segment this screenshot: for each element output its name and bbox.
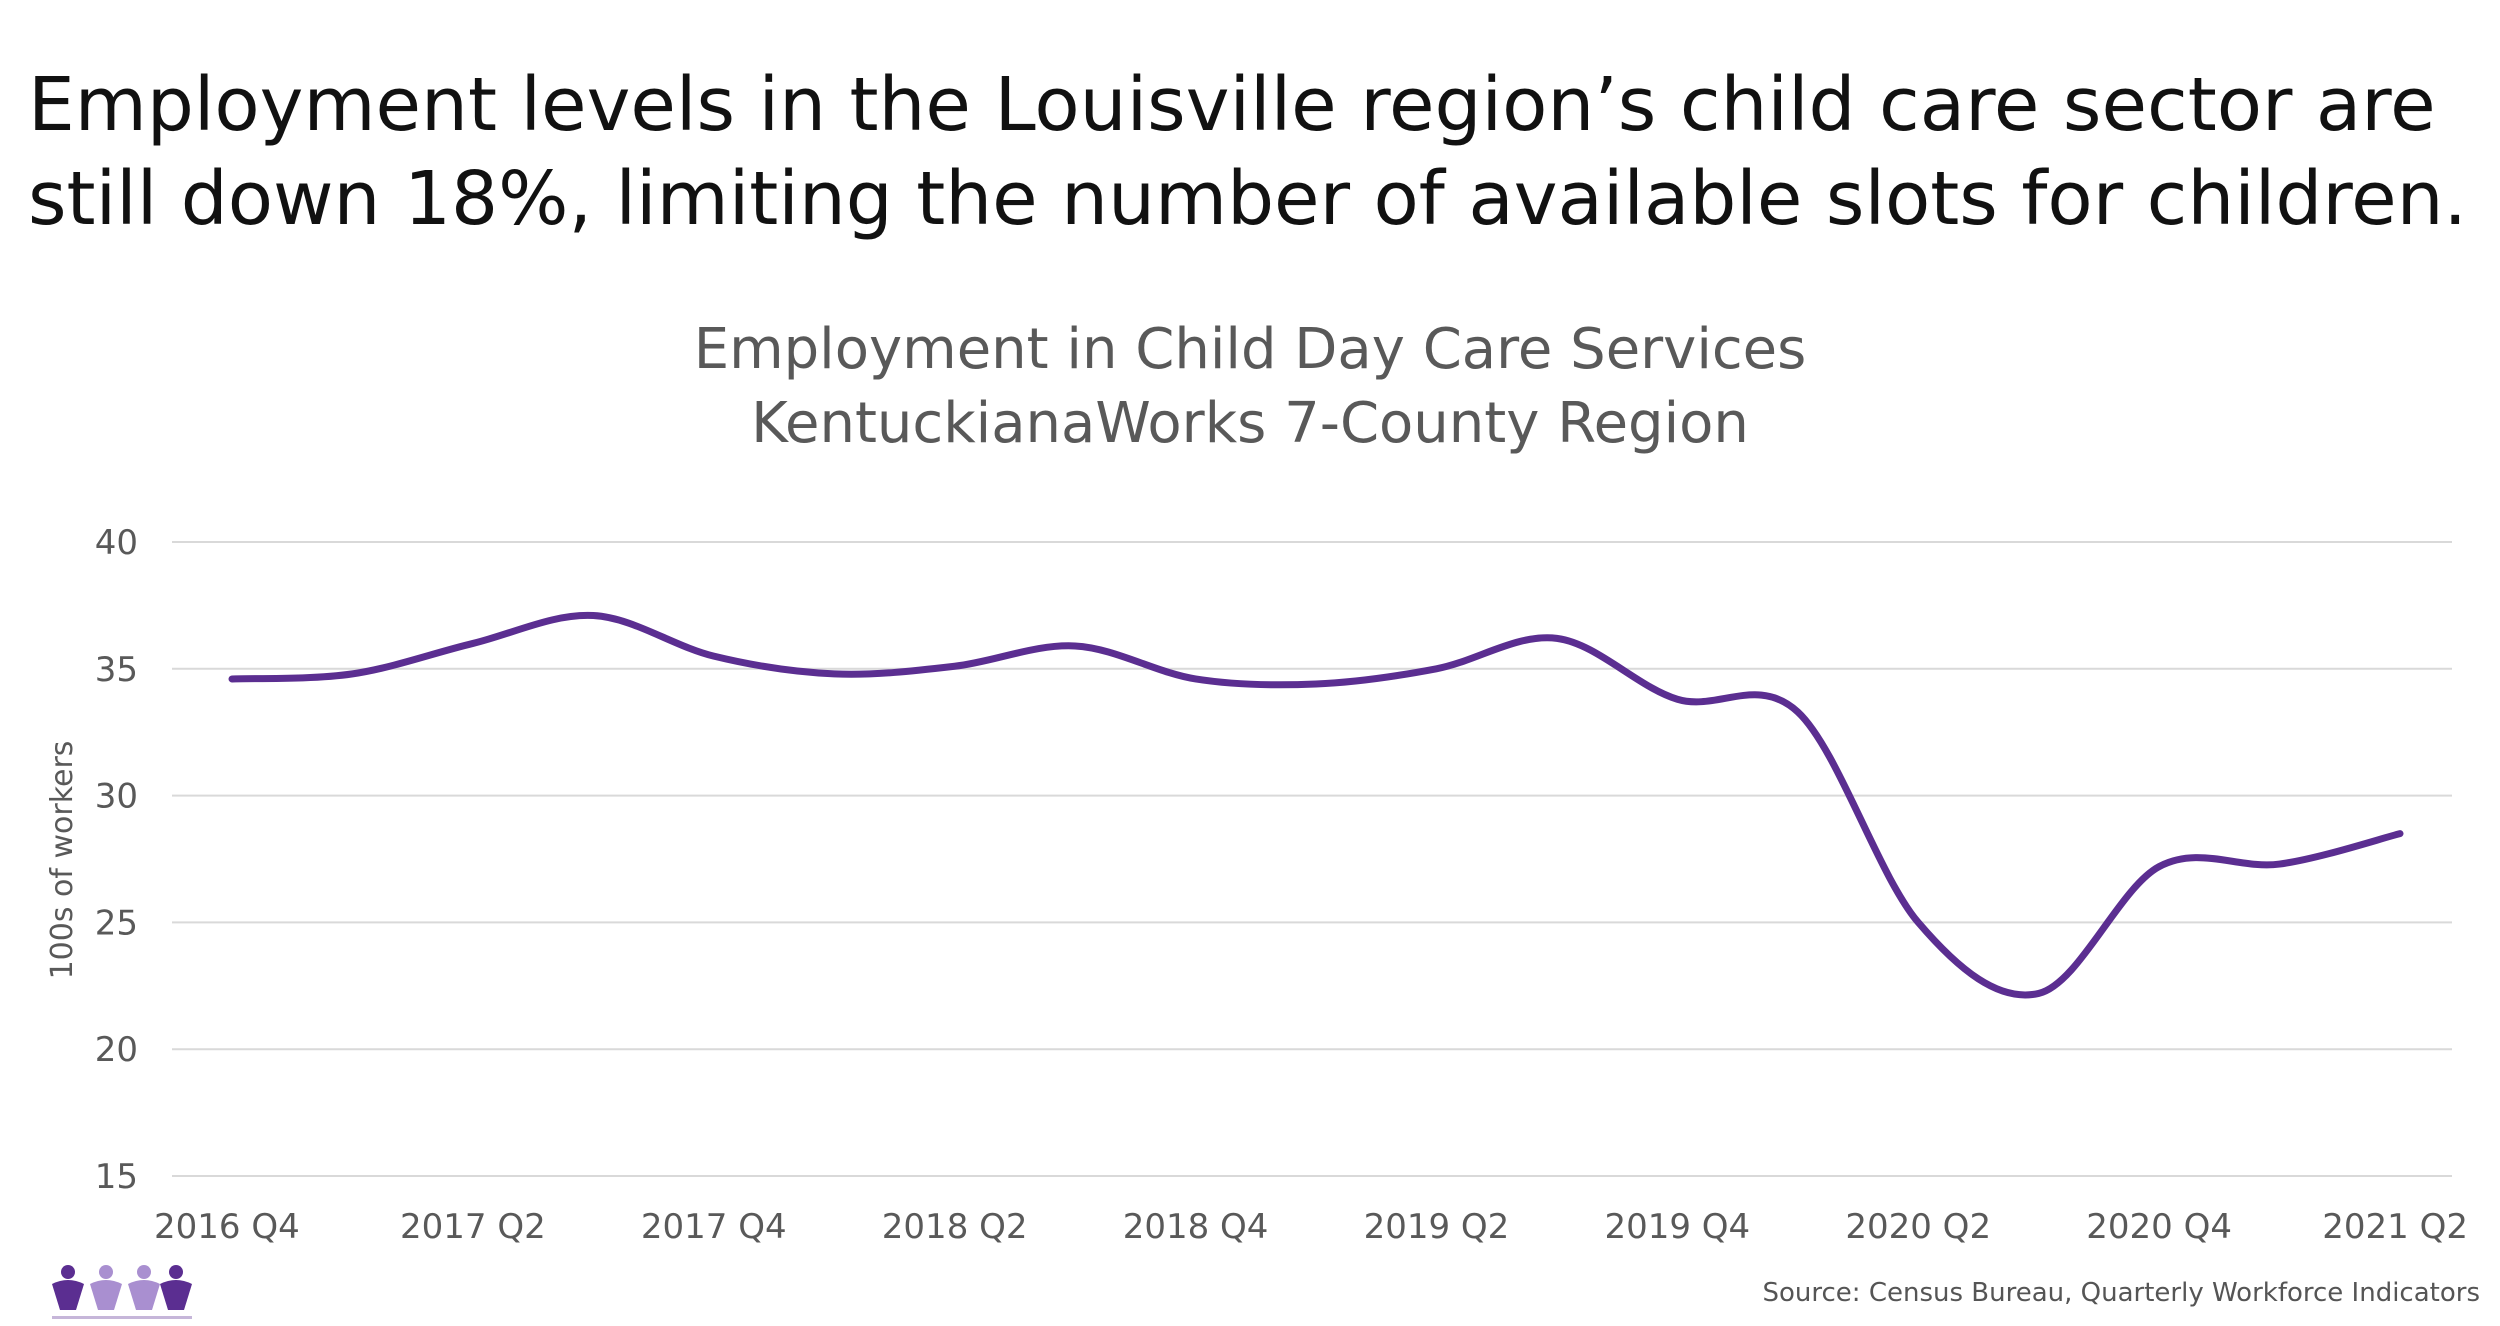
- x-axis-ticks: 2016 Q4 2017 Q2 2017 Q4 2018 Q2 2018 Q4 2019 …: [154, 1207, 2468, 1247]
- x-tick-label: 2017 Q2: [400, 1207, 546, 1247]
- y-tick-label: 30: [95, 777, 138, 817]
- headline-line-1: Employment levels in the Louisville regi…: [28, 62, 2436, 148]
- chart-subtitle: KentuckianaWorks 7-County Region: [751, 391, 1749, 456]
- series-line-0: [228, 611, 2404, 999]
- x-tick-label: 2021 Q2: [2322, 1207, 2468, 1247]
- x-tick-label: 2017 Q4: [641, 1207, 787, 1247]
- y-tick-label: 40: [95, 523, 138, 563]
- x-tick-label: 2019 Q2: [1364, 1207, 1510, 1247]
- y-tick-label: 15: [95, 1157, 138, 1197]
- x-tick-label: 2018 Q2: [882, 1207, 1028, 1247]
- kentuckianaworks-logo-icon: [48, 1262, 198, 1326]
- x-tick-label: 2018 Q4: [1123, 1207, 1269, 1247]
- slide-headline: Employment levels in the Louisville regi…: [28, 58, 2488, 246]
- y-tick-label: 25: [95, 903, 138, 943]
- chart-title: Employment in Child Day Care Services: [694, 317, 1807, 382]
- source-note: Source: Census Bureau, Quarterly Workfor…: [1762, 1278, 2481, 1308]
- y-axis-ticks: 15 20 25 30 35 40: [95, 523, 138, 1197]
- x-tick-label: 2020 Q4: [2086, 1207, 2232, 1247]
- x-tick-label: 2016 Q4: [154, 1207, 300, 1247]
- y-axis-label: 100s of workers: [45, 741, 80, 980]
- y-tick-label: 35: [95, 650, 138, 690]
- gridlines: [172, 541, 2452, 1177]
- headline-line-2: still down 18%, limiting the number of a…: [28, 156, 2468, 242]
- x-tick-label: 2019 Q4: [1604, 1207, 1750, 1247]
- x-tick-label: 2020 Q2: [1845, 1207, 1991, 1247]
- series-layer: [228, 611, 2404, 999]
- y-tick-label: 20: [95, 1030, 138, 1070]
